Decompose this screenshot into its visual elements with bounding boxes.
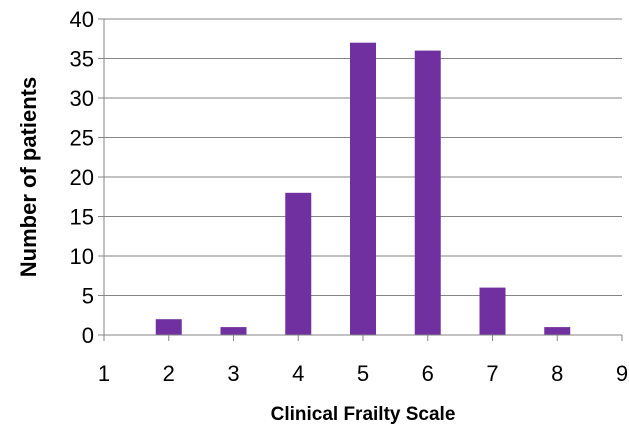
y-tick-label: 10	[70, 244, 94, 269]
y-tick-label: 5	[82, 284, 94, 309]
x-tick-label: 5	[357, 361, 369, 386]
x-tick-labels: 1 2 3 4 5 6 7 8 9	[98, 361, 628, 386]
y-tick-label: 40	[70, 7, 94, 32]
y-tick-label: 20	[70, 165, 94, 190]
bar-x-4	[285, 192, 312, 335]
y-axis-title: Number of patients	[16, 77, 41, 277]
axes	[98, 18, 623, 341]
bar-x-5	[350, 42, 376, 335]
x-tick-label: 3	[227, 361, 239, 386]
y-tick-label: 15	[70, 205, 94, 230]
bar-x-3	[220, 327, 247, 335]
bar-x-2	[155, 319, 182, 335]
x-tick-label: 6	[422, 361, 434, 386]
y-tick-label: 30	[70, 86, 94, 111]
y-tick-label: 0	[82, 323, 94, 348]
bar-x-8	[544, 327, 571, 335]
x-tick-label: 1	[98, 361, 110, 386]
bars	[155, 42, 571, 335]
y-tick-label: 25	[70, 126, 94, 151]
x-tick-label: 8	[551, 361, 563, 386]
x-axis-title: Clinical Frailty Scale	[271, 404, 456, 425]
y-tick-labels: 0 5 10 15 20 25 30 35 40	[70, 7, 94, 348]
x-tick-label: 4	[292, 361, 304, 386]
bar-x-6	[414, 50, 441, 335]
x-tick-label: 7	[486, 361, 498, 386]
y-tick-label: 35	[70, 47, 94, 72]
x-tick-label: 2	[163, 361, 175, 386]
bar-x-7	[479, 287, 506, 335]
x-tick-label: 9	[616, 361, 628, 386]
